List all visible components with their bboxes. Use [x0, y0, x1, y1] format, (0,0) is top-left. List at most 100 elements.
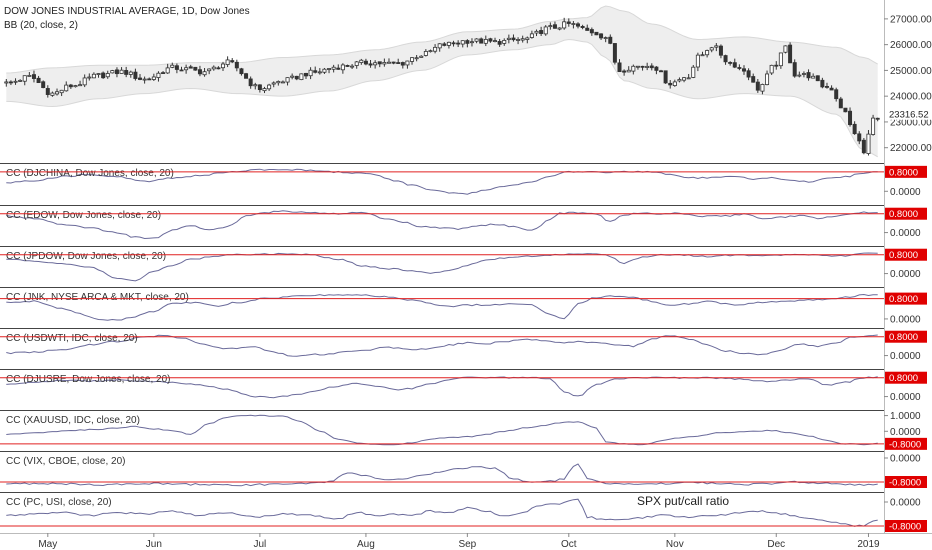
candle [534, 29, 539, 37]
candle [410, 57, 415, 65]
candle-body-up [317, 71, 322, 74]
candle [225, 56, 230, 68]
candle [566, 18, 571, 27]
candle-body-down [248, 78, 253, 87]
pane-title: CC (XAUUSD, IDC, close, 20) [6, 415, 140, 426]
candle [290, 73, 295, 80]
candle-body-up [359, 59, 364, 63]
time-tick-label: Oct [561, 539, 577, 550]
bb-lower-line [6, 38, 878, 158]
candle-body-up [797, 74, 802, 77]
candle-body-up [73, 85, 78, 88]
candle [110, 69, 115, 74]
pane-title: CC (PC, USI, close, 20) [6, 497, 112, 508]
candle [622, 69, 627, 76]
candle-body-up [811, 75, 816, 79]
candle [207, 68, 212, 75]
candle [8, 80, 13, 86]
candle-body-up [437, 43, 442, 49]
candle-body-up [27, 75, 32, 77]
candle [640, 65, 645, 71]
candle [843, 107, 848, 113]
candle [442, 42, 447, 47]
candle [165, 63, 170, 74]
candle-body-up [516, 39, 521, 41]
candle-body-up [686, 77, 691, 80]
candle [96, 73, 101, 78]
candle [469, 38, 474, 47]
candle [244, 72, 249, 79]
candle [529, 30, 534, 39]
candle [645, 62, 650, 71]
candle-body-up [322, 68, 327, 73]
candle [497, 39, 502, 47]
candle-body-down [174, 65, 179, 70]
last-price-badge [885, 107, 931, 120]
time-tick-label: Jun [146, 539, 162, 550]
candle-body-up [308, 69, 313, 77]
candle-body-down [294, 75, 299, 80]
pane-title: CC (DJCHINA, Dow Jones, close, 20) [6, 168, 174, 179]
candle-body-up [414, 57, 419, 60]
candle [654, 66, 659, 75]
price-tick-label: 26000.00 [890, 40, 932, 51]
candle-body-down [511, 37, 516, 41]
candle [686, 73, 691, 80]
candle [765, 70, 770, 86]
candle-body-up [151, 76, 156, 80]
candle [174, 63, 179, 74]
candle [562, 17, 567, 30]
candle [852, 121, 857, 135]
candle-body-down [234, 61, 239, 69]
candle-body-down [566, 21, 571, 24]
candle [659, 69, 664, 73]
candle [714, 43, 719, 52]
candle-body-down [838, 98, 843, 109]
indicator-label: BB (20, close, 2) [4, 20, 78, 31]
candle [248, 76, 253, 89]
candle [179, 66, 184, 72]
candle-body-up [373, 62, 378, 66]
candle-body-up [635, 65, 640, 68]
threshold-badge [885, 292, 927, 305]
candle-body-down [336, 67, 341, 70]
candle [631, 64, 636, 75]
candle [861, 137, 866, 155]
candle [603, 36, 608, 43]
candle [400, 61, 405, 69]
candle [815, 75, 820, 82]
candle [340, 63, 345, 74]
candle-body-down [363, 60, 368, 65]
threshold-badge [885, 207, 927, 220]
cc-tick-label: 0.0000 [890, 269, 921, 280]
candle-body-up [202, 71, 207, 76]
candle-body-down [668, 82, 673, 86]
candle-body-up [59, 89, 64, 94]
candle [456, 40, 461, 48]
candle-body-up [502, 40, 507, 44]
threshold-badge-label: -0.8000 [889, 439, 921, 450]
candle-body-down [552, 24, 557, 29]
candle-body-up [469, 41, 474, 44]
candle [723, 54, 728, 65]
candle [516, 37, 521, 45]
candle-body-up [128, 71, 133, 75]
candle [691, 65, 696, 79]
candle [479, 37, 484, 44]
candle [359, 58, 364, 65]
candle-body-up [271, 82, 276, 85]
candle-body-down [138, 77, 143, 80]
candle [460, 40, 465, 48]
candle [184, 64, 189, 74]
candle-body-up [866, 133, 871, 154]
candle-body-down [857, 133, 862, 142]
pane-title: CC (VIX, CBOE, close, 20) [6, 456, 125, 467]
candle [36, 75, 41, 84]
cc-series-line [6, 376, 878, 399]
candle [327, 68, 332, 74]
candle [866, 130, 871, 156]
candle-body-up [423, 51, 428, 56]
candle [313, 66, 318, 74]
candle [31, 70, 36, 83]
